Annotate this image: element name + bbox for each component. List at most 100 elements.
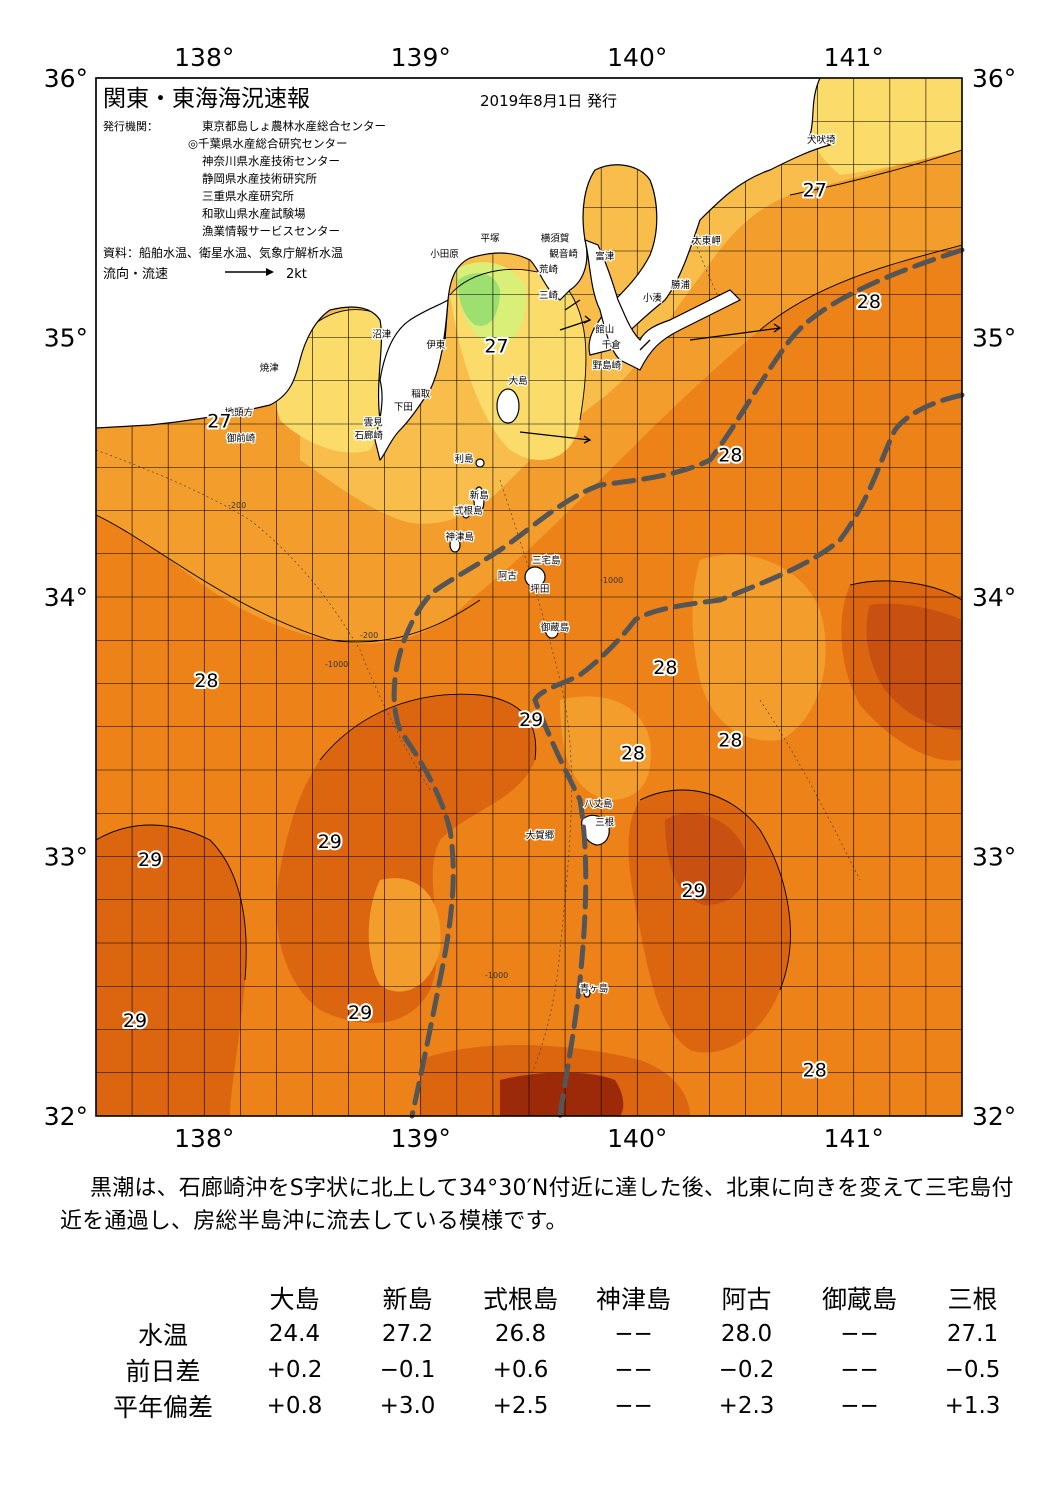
table-row: 水温 24.4 27.2 26.8 −− 28.0 −− 27.1 [88, 1316, 1029, 1352]
station-name: 神津島 [595, 1285, 671, 1314]
lat-tick-label: 36° [972, 64, 1016, 93]
place-label: 坪田 [530, 583, 549, 595]
summary-text: 黒潮は、石廊崎沖をS字状に北上して34°30′N付近に達した後、北東に向きを変え… [60, 1176, 1014, 1234]
isotherm-label: 28 [621, 743, 645, 765]
place-label: 荒崎 [539, 264, 559, 276]
table-cell: −0.5 [944, 1357, 1001, 1383]
table-cell: −0.2 [718, 1357, 775, 1383]
island-aogashima [583, 988, 591, 998]
place-label: 神津島 [445, 531, 474, 543]
place-label: 太東岬 [692, 235, 721, 247]
table-cell: 27.1 [946, 1321, 999, 1347]
isotherm-label: 29 [138, 849, 162, 871]
isotherm-label: 28 [718, 730, 742, 752]
place-label: 阿古 [498, 570, 518, 582]
islands [449, 388, 610, 998]
lat-tick-label: 36° [44, 64, 88, 93]
lat-tick-label: 35° [44, 324, 88, 353]
lon-labels-bottom: 138° 139° 140° 141° [174, 1124, 884, 1153]
table-cell: +0.2 [266, 1357, 323, 1383]
table-cell: +0.6 [492, 1357, 549, 1383]
place-label: 大賀郷 [526, 829, 555, 841]
map-frame [95, 77, 963, 1117]
issue-date: 2019年8月1日 発行 [480, 92, 617, 110]
lon-tick-label: 140° [607, 43, 667, 72]
island-niijima [473, 486, 485, 514]
island-shikinejima [462, 511, 470, 519]
isotherm-label: 28 [718, 444, 742, 466]
place-label: 小湊 [643, 292, 663, 304]
place-label: 石廊崎 [355, 430, 384, 442]
issuers-label: 発行機関： [103, 119, 158, 133]
place-label: 式根島 [454, 505, 483, 517]
table-cell: +1.3 [944, 1393, 1001, 1419]
table-cell: −− [840, 1321, 879, 1347]
lon-tick-label: 138° [174, 1124, 234, 1150]
station-name: 新島 [382, 1285, 433, 1314]
place-label: 稲取 [411, 388, 431, 400]
depth-label: -1000 [325, 660, 348, 669]
place-label: 三宅島 [532, 554, 561, 566]
depth-labels: -200 -1000 -1000 -1000 -200 [228, 501, 623, 980]
current-arrows [519, 299, 782, 444]
station-name: 大島 [269, 1285, 320, 1314]
isotherm-label: 28 [803, 1059, 827, 1081]
depth-label: -1000 [485, 971, 508, 980]
table-cell: 26.8 [494, 1321, 547, 1347]
data-sources: 資料：船舶水温、衛星水温、気象庁解析水温 [103, 245, 343, 260]
table-cell: −− [614, 1393, 653, 1419]
station-name: 式根島 [482, 1285, 558, 1314]
lat-labels-right: 36° 35° 34° 33° 32° [972, 64, 1016, 1131]
issuer-name: 静岡県水産技術研究所 [202, 172, 317, 186]
isotherm-label: 28 [194, 670, 218, 692]
place-label: 利島 [455, 453, 474, 465]
island-mikurajima [545, 625, 559, 639]
current-legend-scale: 2kt [286, 267, 307, 282]
table-cell: −0.1 [379, 1357, 436, 1383]
sea-temperature-map: 138° 139° 140° 141° 138° 139° 140° 141° 36° 35°… [44, 43, 1017, 1153]
place-label: 千倉 [602, 339, 622, 351]
isotherm-label: 28 [857, 291, 881, 313]
place-label: 横須賀 [541, 232, 570, 244]
place-label: 三崎 [539, 290, 559, 302]
table-cell: −− [840, 1357, 879, 1383]
info-panel: 関東・東海海況速報 2019年8月1日 発行 発行機関： 東京都島しょ農林水産総… [103, 86, 617, 282]
lon-tick-label: 139° [391, 1124, 451, 1150]
place-label: 小田原 [430, 249, 459, 260]
temp-band-28-pocket-c [368, 878, 441, 992]
place-label: 焼津 [260, 362, 280, 374]
island-miyakejima [524, 566, 546, 588]
place-label: 犬吠埼 [807, 134, 836, 146]
lon-tick-label: 138° [174, 43, 234, 72]
lat-tick-label: 33° [44, 843, 88, 872]
lon-tick-label: 140° [607, 1124, 667, 1150]
island-kozushima [449, 537, 461, 553]
place-label: 雲見 [364, 418, 384, 429]
depth-label: -1000 [600, 576, 623, 585]
lat-tick-label: 32° [972, 1102, 1016, 1131]
issuer-name: 漁業情報サービスセンター [202, 224, 340, 238]
place-label: 沼津 [372, 330, 392, 341]
isotherm-label: 29 [123, 1010, 147, 1032]
place-label: 富津 [595, 251, 615, 263]
row-label: 前日差 [125, 1357, 201, 1386]
table-cell: +2.5 [492, 1393, 549, 1419]
isotherm-label: 28 [653, 657, 677, 679]
lat-tick-label: 34° [44, 583, 88, 612]
place-label: 観音崎 [549, 248, 578, 260]
map-title: 関東・東海海況速報 [103, 86, 310, 112]
station-name: 三根 [947, 1285, 998, 1314]
table-cell: 27.2 [381, 1321, 434, 1347]
lat-labels-left: 36° 35° 34° 33° 32° [44, 64, 88, 1131]
temp-band-29-west [96, 825, 247, 1116]
temp-band-28-pocket-a [560, 696, 651, 800]
issuer-name: 和歌山県水産試験場 [202, 207, 306, 221]
lon-tick-label: 141° [824, 43, 884, 72]
place-label: 三根 [595, 816, 615, 828]
lat-tick-label: 34° [972, 583, 1016, 612]
isotherm-label: 29 [348, 1002, 372, 1024]
issuer-name: 神奈川県水産技術センター [202, 154, 340, 168]
station-name: 御蔵島 [821, 1285, 897, 1314]
temp-band-28-pocket-b [692, 554, 826, 741]
